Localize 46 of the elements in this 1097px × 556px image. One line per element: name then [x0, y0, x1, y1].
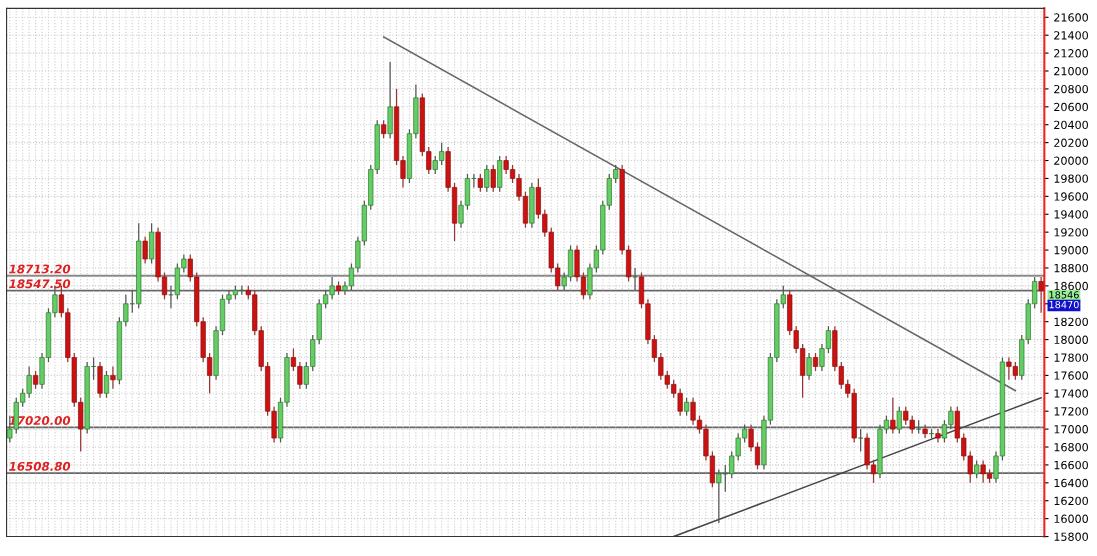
candlestick: [484, 164, 490, 193]
y-tick-label: 15800: [1054, 532, 1088, 541]
candlestick: [935, 428, 941, 444]
y-tick-label: 17600: [1054, 371, 1088, 380]
y-tick-label: 16600: [1054, 460, 1088, 470]
candlestick: [142, 236, 148, 265]
y-tick-label: 20200: [1054, 138, 1088, 148]
candlestick: [103, 370, 110, 399]
y-tick-label: 17000: [1054, 425, 1088, 434]
y-tick-label: 16000: [1054, 514, 1088, 524]
y-tick-label: 16800: [1054, 442, 1088, 452]
text: 18470: [1049, 300, 1079, 309]
text: 18546: [1049, 291, 1079, 299]
y-tick-label: 21000: [1054, 66, 1088, 76]
y-tick-label: 19600: [1054, 192, 1088, 201]
y-tick-label: 19000: [1054, 246, 1088, 255]
y-tick-label: 18800: [1054, 263, 1088, 273]
y-tick-label: 16400: [1054, 478, 1088, 488]
y-tick-label: 17400: [1054, 389, 1088, 398]
y-tick-label: 18000: [1054, 335, 1088, 344]
y-tick-label: 20600: [1054, 102, 1088, 112]
candlestick: [806, 352, 812, 381]
y-tick-label: 20000: [1054, 156, 1088, 165]
candlestick: [890, 397, 896, 435]
y-tick-label: 19200: [1054, 228, 1088, 237]
ref-line-label: 18713.20: [9, 264, 71, 274]
ref-line-label: 16508.80: [9, 461, 71, 471]
y-tick-label: 17800: [1054, 353, 1088, 362]
y-tick-label: 21600: [1054, 13, 1088, 22]
y-tick-label: 20400: [1054, 120, 1088, 130]
y-tick-label: 19400: [1054, 210, 1088, 219]
candlestick: [1038, 276, 1044, 314]
y-tick-label: 17200: [1054, 407, 1088, 416]
ref-line-label: 18547.50: [9, 279, 71, 289]
y-tick-label: 18600: [1054, 281, 1088, 291]
y-tick-label: 21400: [1054, 31, 1088, 40]
candlestick: [858, 428, 864, 453]
y-tick-label: 16200: [1054, 496, 1088, 506]
y-tick-label: 21200: [1054, 49, 1088, 58]
candlestick: [110, 365, 116, 390]
candlestick: [490, 164, 496, 193]
candlestick: [632, 267, 638, 291]
y-tick-label: 19800: [1054, 174, 1088, 183]
y-tick-label: 20800: [1054, 84, 1088, 94]
y-tick-label: 18200: [1054, 317, 1088, 327]
candlestick: [896, 406, 902, 435]
